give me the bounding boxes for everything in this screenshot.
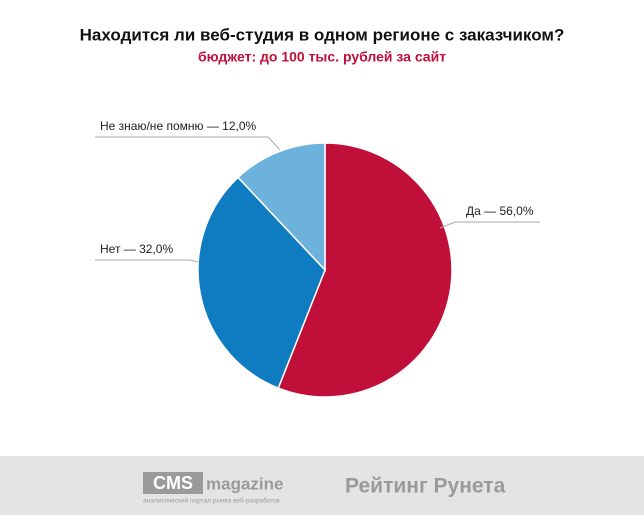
footer-band xyxy=(0,456,644,515)
leader-line xyxy=(95,136,281,151)
pie-slice xyxy=(197,176,326,390)
leader-line xyxy=(95,259,199,263)
footer: CMS magazine аналитический портал рынка … xyxy=(0,456,644,515)
pie-slice xyxy=(277,142,453,398)
logo-box xyxy=(143,472,203,494)
logo-tagline: аналитический портал рынка веб-разработо… xyxy=(143,497,280,505)
rating-logo: Рейтинг Рунета xyxy=(345,475,506,498)
data-label: Не знаю/не помню — 12,0% xyxy=(100,119,257,133)
leader-line xyxy=(439,221,540,229)
data-label: Нет — 32,0% xyxy=(100,242,173,256)
logo: CMS xyxy=(153,473,193,493)
chart-subtitle: бюджет: до 100 тыс. рублей за сайт xyxy=(198,49,446,65)
logo-suffix: magazine xyxy=(206,474,283,493)
pie-slice xyxy=(237,142,326,272)
chart-title: Находится ли веб-студия в одном регионе … xyxy=(80,25,565,44)
data-label: Да — 56,0% xyxy=(466,204,534,218)
